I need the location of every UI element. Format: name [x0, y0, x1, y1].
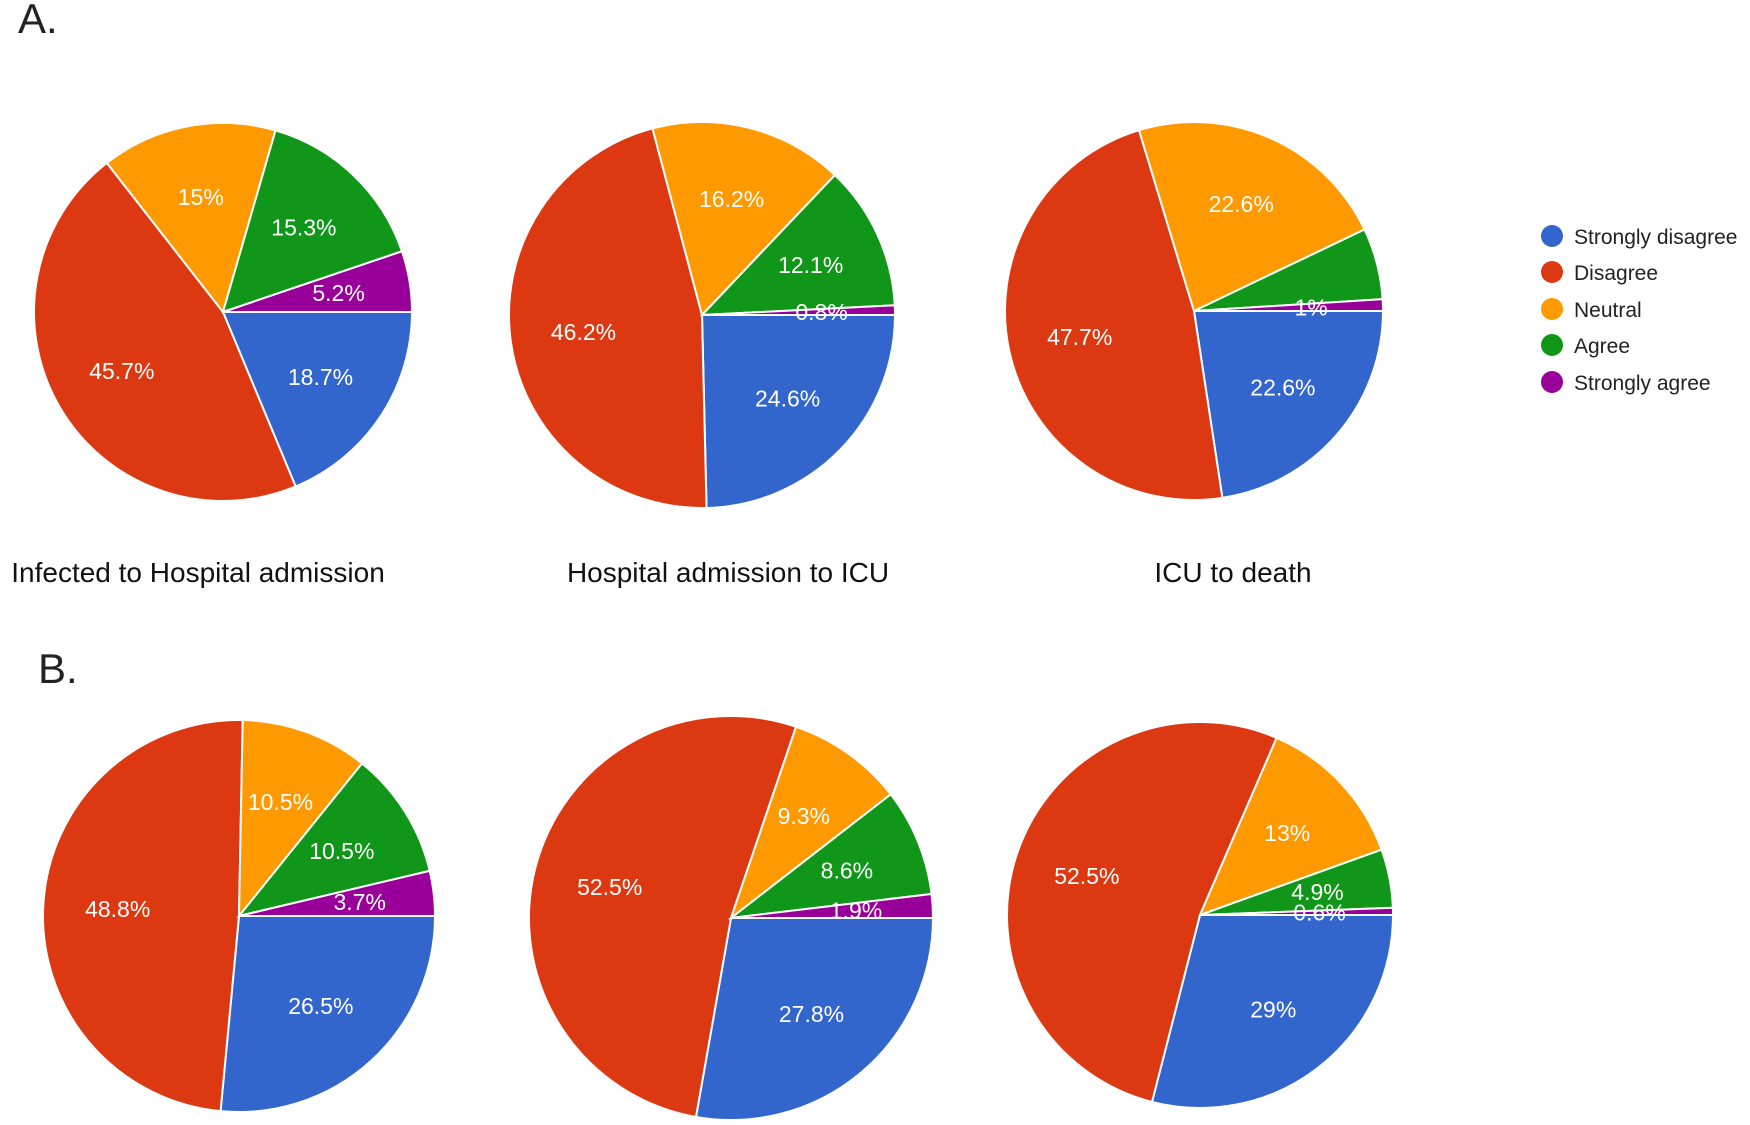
pie-5-slice-neutral [728, 725, 893, 921]
pie-3-slice-strongly-agree [1193, 298, 1385, 312]
pie-5-label-strongly-disagree: 27.8% [779, 1001, 844, 1027]
legend-label-strongly-agree: Strongly agree [1574, 372, 1711, 395]
pie-5-slice-agree [727, 792, 933, 920]
pie-6-slice-strongly-disagree [1150, 914, 1395, 1109]
legend-swatch-strongly-disagree [1541, 225, 1563, 247]
caption-icu-to-death: ICU to death [1154, 557, 1311, 588]
pie-1-label-disagree: 45.7% [89, 358, 154, 384]
pie-4-slice-agree [236, 762, 431, 918]
legend-label-agree: Agree [1574, 335, 1630, 358]
pie-5-slice-disagree [527, 715, 798, 1119]
pie-1-label-agree: 15.3% [271, 214, 336, 240]
pie-4-label-disagree: 48.8% [85, 896, 150, 922]
pie-2-slice-neutral [651, 121, 837, 317]
pie-1-slice-agree [221, 129, 404, 314]
pie-4-label-agree: 10.5% [309, 838, 374, 864]
pie-2-slice-agree [699, 173, 896, 317]
pie-6-slice-strongly-agree [1199, 906, 1395, 916]
pie-5-slice-strongly-agree [730, 892, 935, 919]
legend-swatch-strongly-agree [1541, 371, 1563, 393]
pie-3-label-disagree: 47.7% [1047, 324, 1112, 350]
caption-hospital-to-icu: Hospital admission to ICU [567, 557, 889, 588]
pie-2-label-agree: 12.1% [778, 252, 843, 278]
pie-6-label-strongly-agree: 0.6% [1293, 900, 1345, 926]
pie-3-slice-neutral [1137, 120, 1366, 313]
pie-3-label-strongly-disagree: 22.6% [1250, 374, 1315, 400]
legend: Strongly disagree Disagree Neutral Agree… [1541, 225, 1737, 395]
pie-1-label-neutral: 15% [178, 184, 224, 210]
pie-3-label-strongly-agree: 1% [1294, 294, 1327, 320]
pie-1-slice-disagree [33, 161, 297, 502]
legend-swatch-disagree [1541, 261, 1563, 283]
legend-label-strongly-disagree: Strongly disagree [1574, 226, 1737, 249]
pie-5-label-disagree: 52.5% [577, 874, 642, 900]
pie-1-slice-strongly-disagree [221, 311, 414, 488]
legend-label-disagree: Disagree [1574, 262, 1658, 285]
pie-1-slice-neutral [105, 122, 277, 315]
pie-2-slice-strongly-agree [701, 304, 897, 316]
pie-4-label-strongly-disagree: 26.5% [288, 993, 353, 1019]
pie-6-label-strongly-disagree: 29% [1250, 997, 1296, 1023]
pie-3-slice-strongly-disagree [1192, 310, 1385, 499]
pie-5-label-strongly-agree: 1.9% [830, 898, 882, 924]
pie-5-label-agree: 8.6% [821, 858, 873, 884]
pie-1-label-strongly-agree: 5.2% [312, 280, 364, 306]
pie-1-label-strongly-disagree: 18.7% [288, 364, 353, 390]
pie-6-label-disagree: 52.5% [1054, 863, 1119, 889]
pie-4-slice-neutral [237, 719, 364, 919]
pie-6-slice-disagree [1006, 721, 1278, 1104]
pie-2-slice-strongly-disagree [700, 314, 897, 509]
pie-3-slice-disagree [1004, 128, 1224, 501]
pie-6-label-agree: 4.9% [1291, 879, 1343, 905]
pie-5-label-neutral: 9.3% [778, 803, 830, 829]
pie-4-slice-disagree [42, 719, 244, 1113]
pie-2-label-disagree: 46.2% [551, 319, 616, 345]
legend-label-neutral: Neutral [1574, 299, 1642, 322]
pie-2-label-strongly-agree: 0.8% [795, 299, 847, 325]
legend-swatch-agree [1541, 334, 1563, 356]
pie-2-label-strongly-disagree: 24.6% [755, 386, 820, 412]
pie-6-slice-neutral [1198, 736, 1383, 917]
pie-6-label-neutral: 13% [1264, 820, 1310, 846]
panel-label-b: B. [38, 645, 78, 692]
pie-3-label-neutral: 22.6% [1209, 191, 1274, 217]
pie-charts: 18.7% 45.7% 15% 15.3% 5.2% 24.6% 46.2% 16.2% 12.… [33, 120, 1395, 1121]
pie-5-slice-strongly-disagree [694, 917, 935, 1121]
pie-4-label-strongly-agree: 3.7% [333, 889, 385, 915]
panel-label-a: A. [18, 0, 58, 42]
pie-4-label-neutral: 10.5% [248, 789, 313, 815]
pie-2-label-neutral: 16.2% [699, 186, 764, 212]
legend-swatch-neutral [1541, 298, 1563, 320]
pie-4-slice-strongly-disagree [219, 915, 437, 1113]
pie-2-slice-disagree [508, 127, 708, 509]
caption-infected-to-hospital: Infected to Hospital admission [11, 557, 385, 588]
pie-4-slice-strongly-agree [238, 869, 437, 917]
pie-1-slice-strongly-agree [222, 250, 414, 313]
